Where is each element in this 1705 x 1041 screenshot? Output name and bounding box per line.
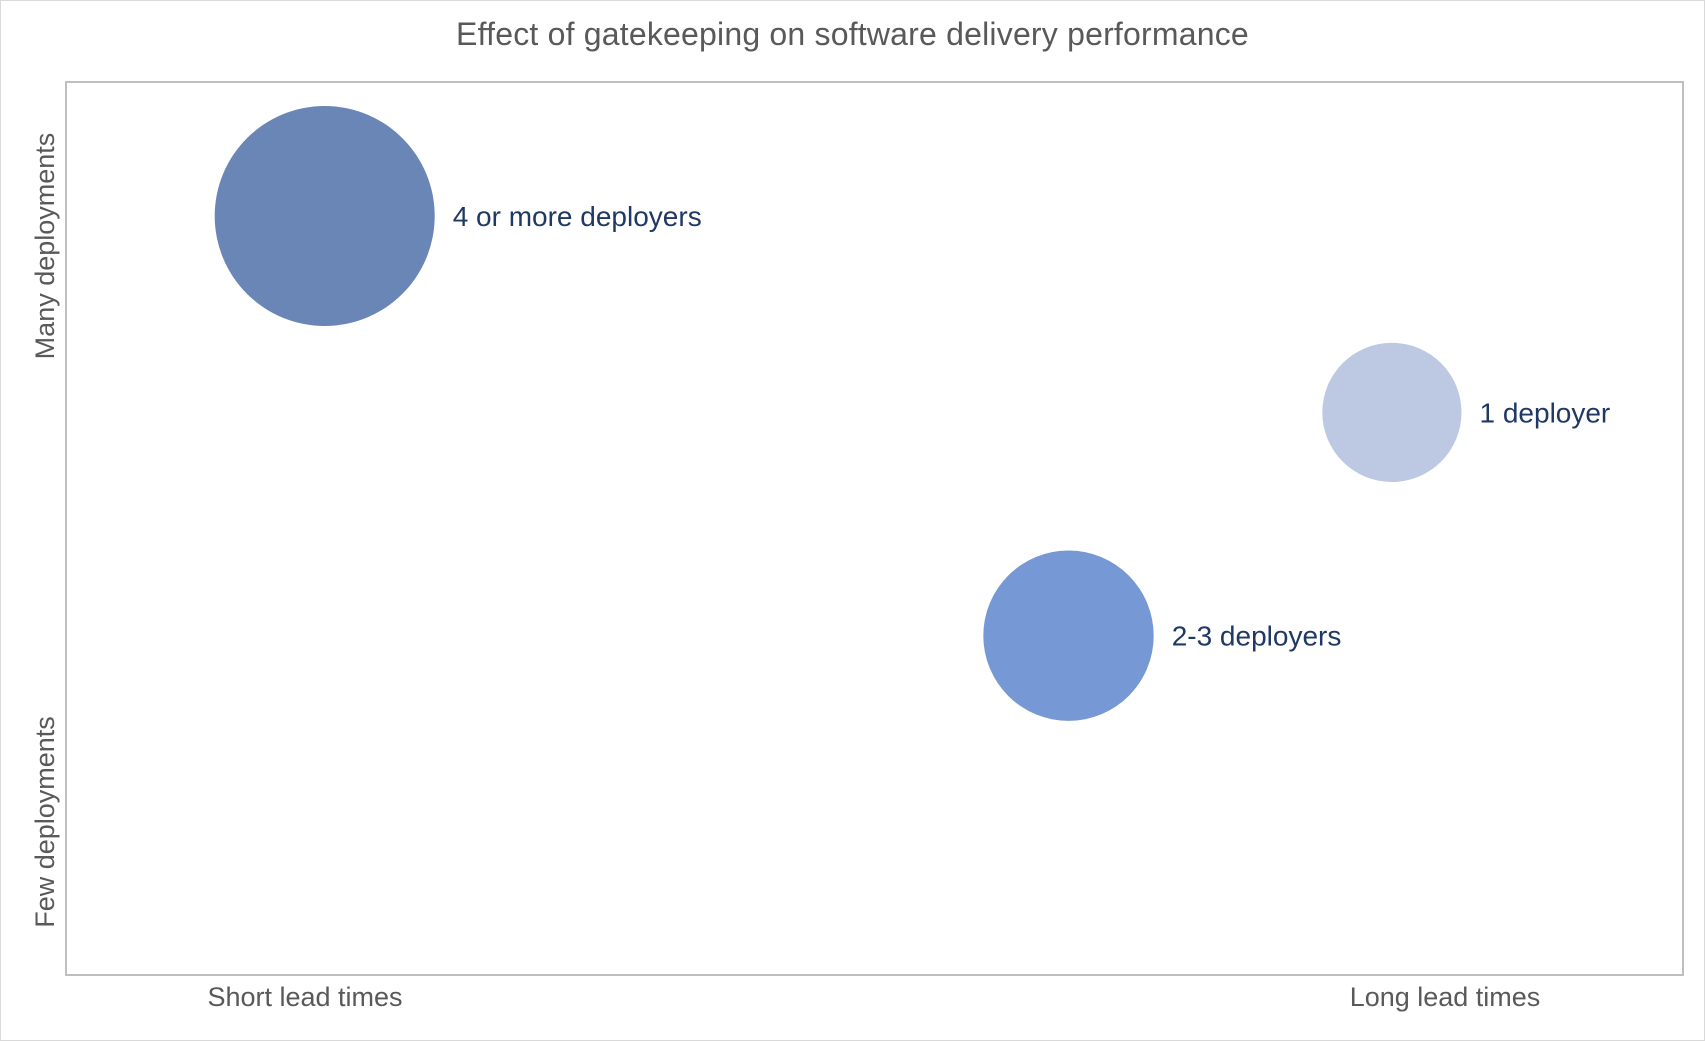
bubble-3 xyxy=(983,550,1154,721)
plot-area xyxy=(65,81,1684,976)
x-axis-low-label: Short lead times xyxy=(207,982,402,1012)
bubble-label-3: 2-3 deployers xyxy=(1172,621,1342,652)
y-axis-low-label: Few deployments xyxy=(30,716,60,928)
bubble-label-1: 4 or more deployers xyxy=(453,201,702,232)
chart-title: Effect of gatekeeping on software delive… xyxy=(456,16,1249,52)
bubble-label-2: 1 deployer xyxy=(1480,397,1611,428)
bubble-1 xyxy=(214,106,435,326)
x-axis-high-label: Long lead times xyxy=(1350,982,1541,1012)
y-axis-high-label: Many deployments xyxy=(30,133,60,360)
bubble-series: 4 or more deployers 1 deployer 2-3 deploye… xyxy=(214,106,1611,721)
bubble-2 xyxy=(1322,342,1462,482)
